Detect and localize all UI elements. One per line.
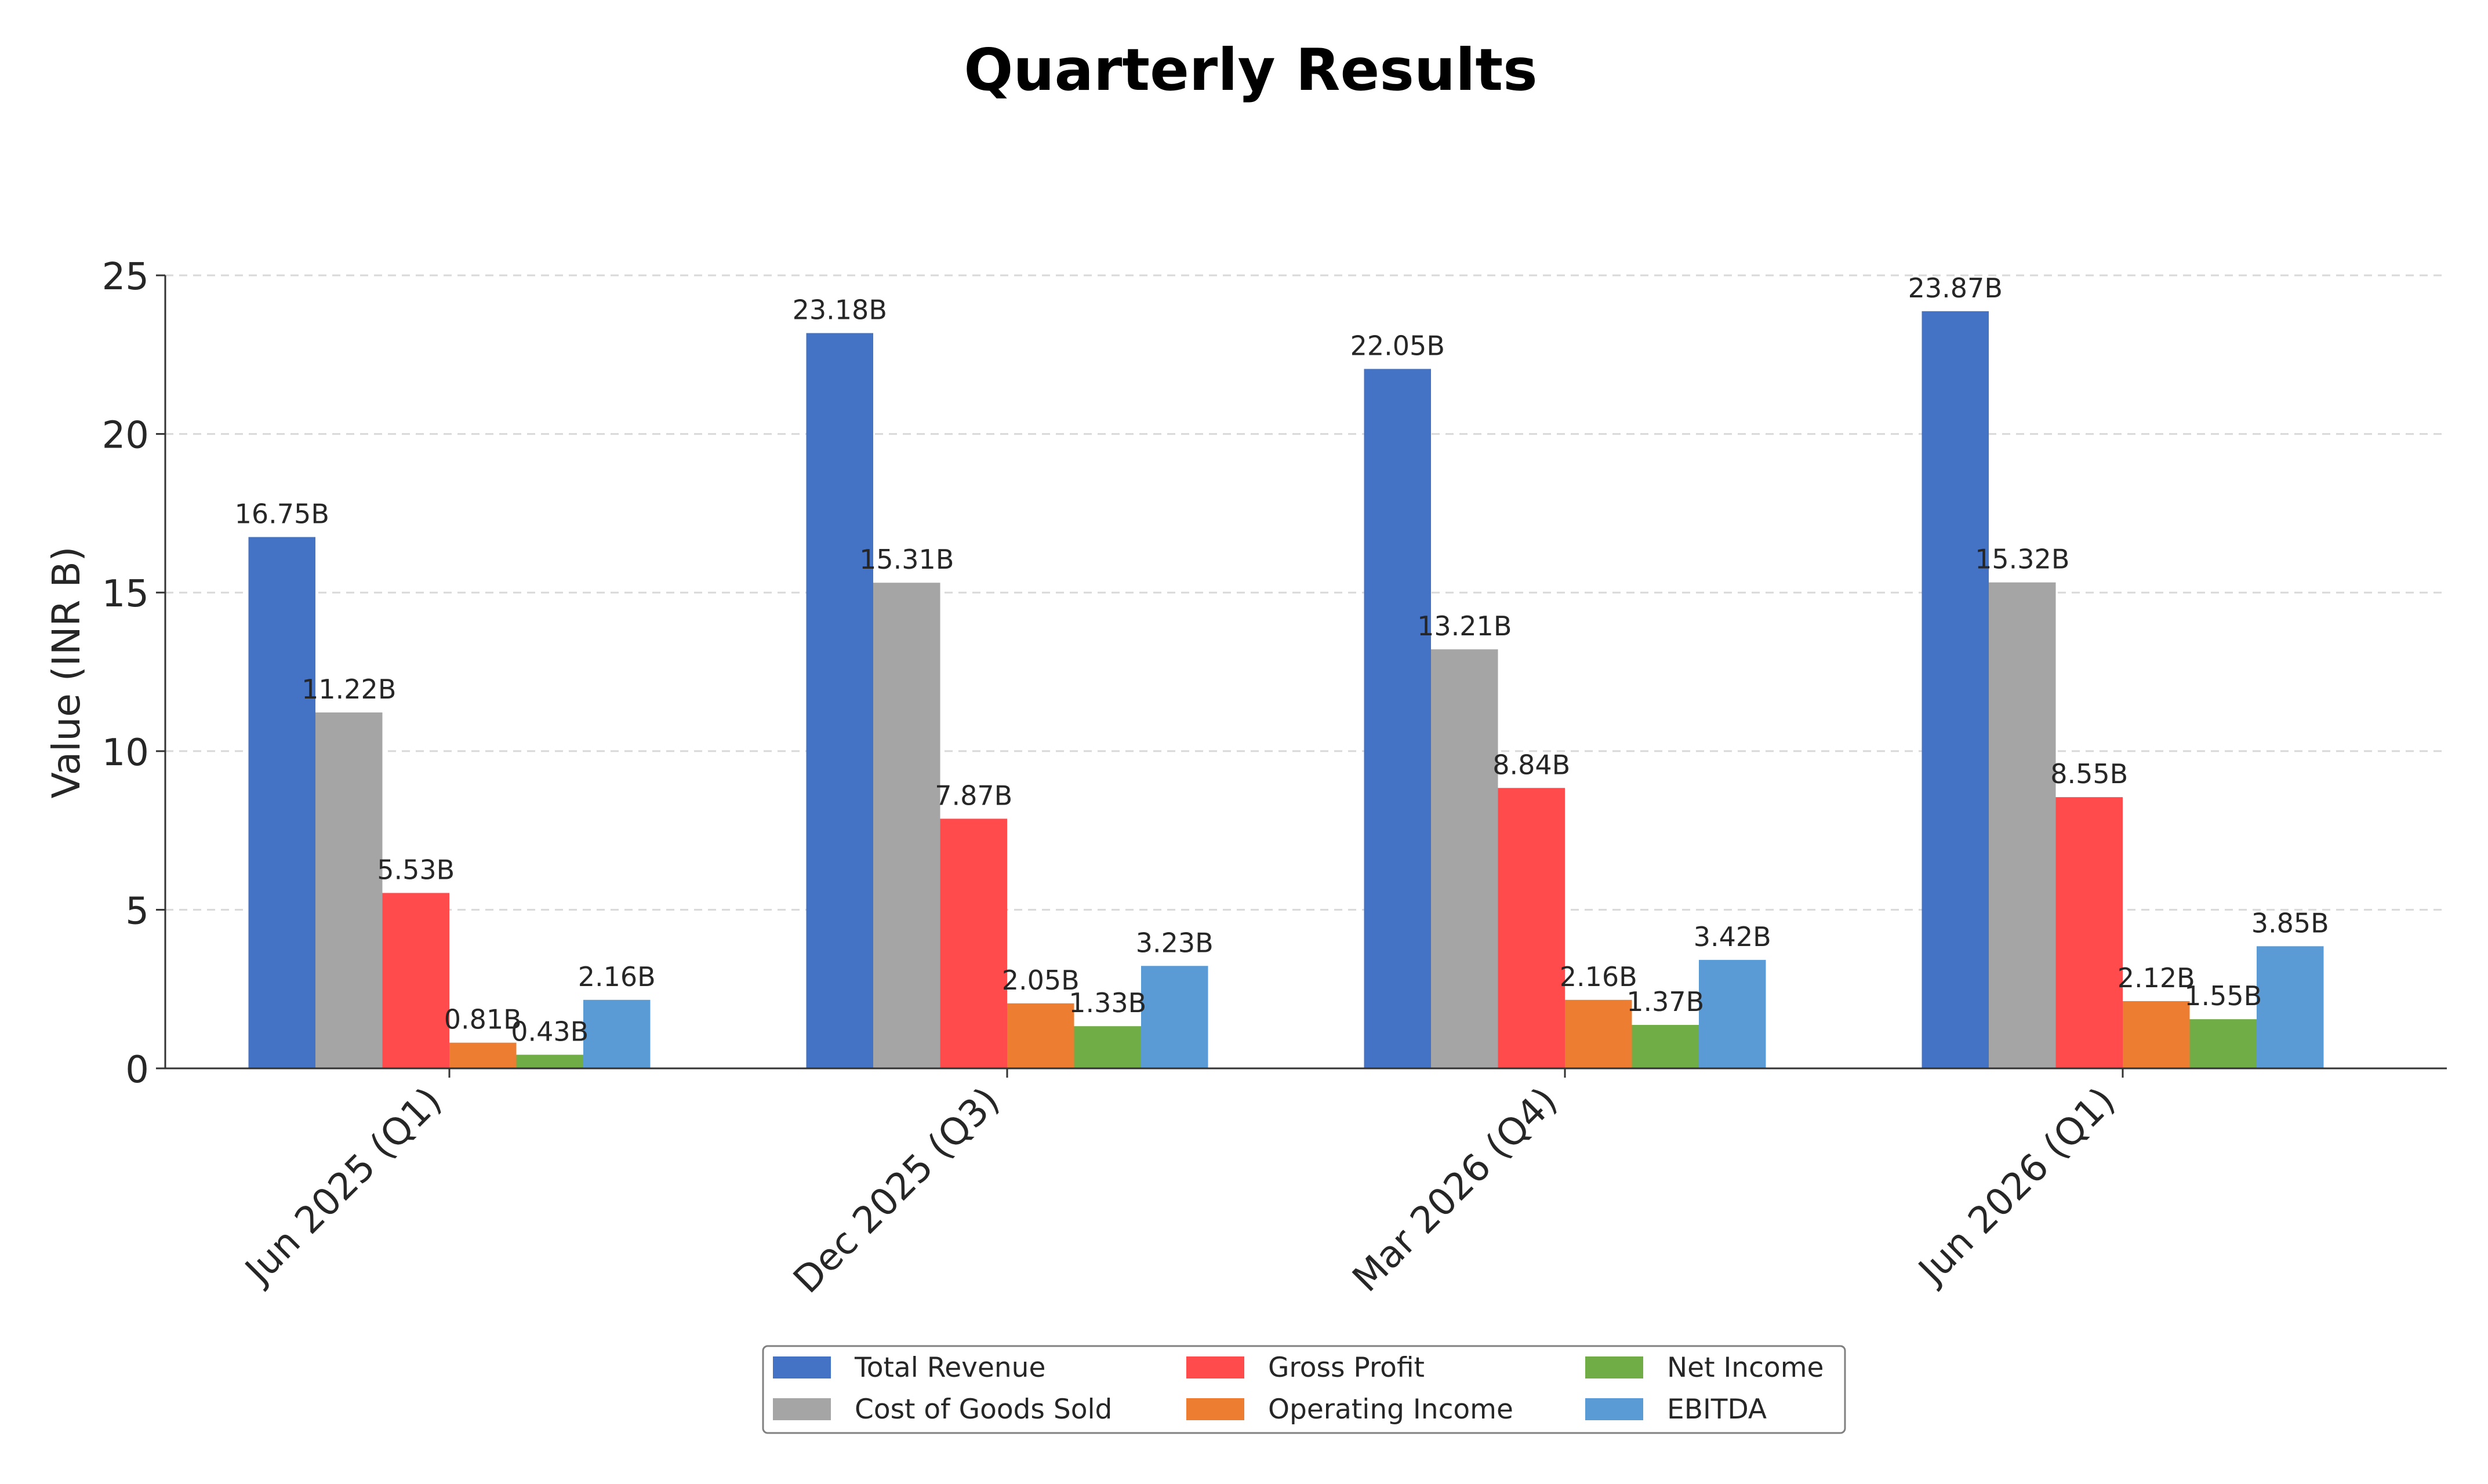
bar [2123, 1001, 2190, 1068]
bar-value-label: 2.05B [1002, 965, 1080, 996]
bar [2257, 946, 2324, 1068]
legend-swatch [1585, 1398, 1643, 1420]
bar [2055, 797, 2123, 1068]
legend-entry-label: Total Revenue [854, 1352, 1045, 1384]
bar-value-label: 1.55B [2184, 980, 2262, 1012]
bar-value-label: 1.37B [1626, 986, 1704, 1017]
legend-entry-label: Operating Income [1268, 1394, 1513, 1425]
bar [806, 333, 873, 1069]
bar-value-label: 16.75B [235, 498, 329, 529]
y-tick-label: 15 [102, 573, 149, 616]
grid-lines [165, 274, 2447, 911]
bar [516, 1054, 583, 1068]
bar [1989, 582, 2056, 1068]
bar-value-label: 2.12B [2117, 962, 2195, 994]
bar [2189, 1019, 2257, 1068]
chart-title: Quarterly Results [964, 36, 1537, 104]
legend-frame [762, 1345, 1846, 1434]
x-tick-label: Jun 2026 (Q1) [1909, 1079, 2124, 1294]
bar-value-label: 11.22B [302, 674, 396, 705]
bar-value-label: 2.16B [1560, 961, 1637, 992]
legend-swatch [1186, 1398, 1244, 1420]
bar [1007, 1003, 1074, 1068]
bar-value-label: 8.55B [2050, 758, 2128, 790]
y-tick-label: 10 [102, 732, 149, 774]
bar [940, 819, 1007, 1068]
bar-value-label: 15.31B [859, 544, 954, 575]
x-tick-label: Dec 2025 (Q3) [786, 1079, 1008, 1302]
bar [1632, 1025, 1699, 1068]
bar-value-label: 0.43B [511, 1016, 589, 1047]
y-tick-label: 5 [125, 890, 149, 933]
bar-value-label: 23.18B [793, 294, 887, 326]
y-axis: 0 5 10 15 20 25 [102, 256, 166, 1092]
bar-value-label: 15.32B [1975, 544, 2069, 575]
bar-value-label: 7.87B [935, 780, 1012, 811]
x-tick-label: Jun 2025 (Q1) [236, 1079, 451, 1294]
y-tick-label: 0 [125, 1049, 149, 1092]
bar [1565, 999, 1632, 1068]
legend-swatch [1585, 1356, 1643, 1378]
legend: Total Revenue Cost of Goods Sold Gross Pro… [762, 1345, 1846, 1434]
bar-value-label: 22.05B [1350, 330, 1445, 361]
bar [382, 893, 449, 1068]
bar [1922, 311, 1989, 1068]
legend-swatch [773, 1356, 831, 1378]
y-tick-label: 25 [102, 256, 149, 299]
bar [1498, 788, 1565, 1068]
bar-value-label: 3.42B [1694, 921, 1771, 952]
bar [315, 712, 383, 1068]
bar [248, 537, 315, 1068]
x-axis: Jun 2025 (Q1) Dec 2025 (Q3) Mar 2026 (Q4) J… [165, 1067, 2447, 1302]
bar [1699, 959, 1766, 1068]
bar-value-label: 3.23B [1136, 927, 1214, 958]
bar [449, 1042, 517, 1068]
bar-value-label: 8.84B [1492, 749, 1570, 780]
legend-entry-label: Cost of Goods Sold [855, 1394, 1112, 1425]
bar [1074, 1026, 1141, 1068]
bar-value-label: 1.33B [1069, 987, 1146, 1019]
legend-entry-label: Net Income [1667, 1352, 1824, 1384]
bar-value-label: 5.53B [377, 854, 455, 885]
bar-value-label: 13.21B [1417, 610, 1512, 642]
y-axis-label: Value (INR B) [44, 547, 89, 799]
legend-entry-label: Gross Profit [1268, 1352, 1425, 1384]
bar-value-label: 3.85B [2251, 907, 2329, 939]
y-tick-label: 20 [102, 414, 149, 457]
bar [1431, 649, 1498, 1068]
bars [248, 311, 2324, 1069]
bar [873, 583, 940, 1068]
bar-value-label: 0.81B [444, 1004, 522, 1035]
legend-entry-label: EBITDA [1667, 1394, 1767, 1425]
bar [1141, 966, 1208, 1068]
bar [1364, 369, 1431, 1068]
legend-swatch [1186, 1356, 1244, 1378]
x-tick-label: Mar 2026 (Q4) [1345, 1079, 1566, 1300]
bar-value-label: 2.16B [578, 961, 656, 992]
bar-value-label: 23.87B [1908, 272, 2003, 304]
bar [583, 999, 651, 1068]
legend-swatch [773, 1398, 831, 1420]
